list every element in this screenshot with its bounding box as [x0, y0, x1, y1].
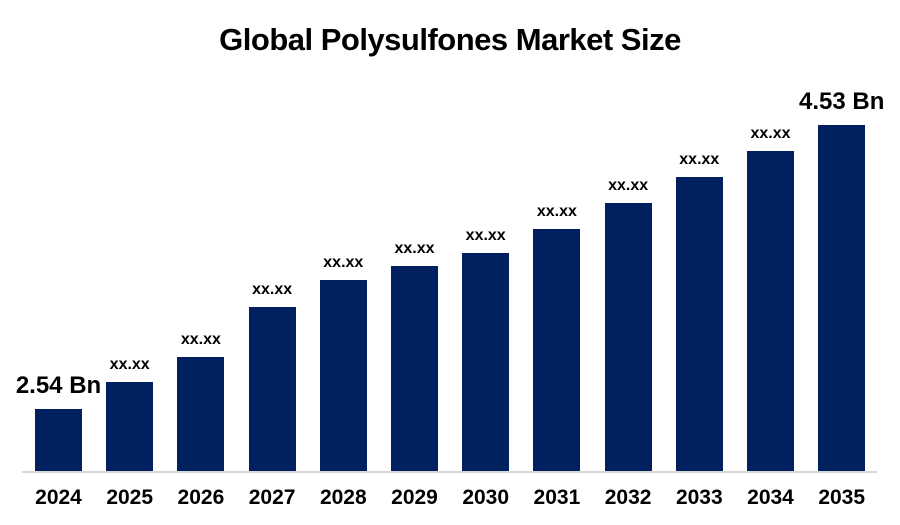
bar-2031 — [533, 229, 581, 471]
bar-value-label-2030: xx.xx — [465, 227, 506, 244]
bar-value-label-2031: xx.xx — [536, 203, 577, 220]
x-axis-label-2035: 2035 — [818, 486, 866, 509]
bar-value-label-2029: xx.xx — [394, 240, 435, 257]
bar-value-label-2035: 4.53 Bn — [799, 88, 885, 115]
bar-value-label-2033: xx.xx — [679, 151, 720, 168]
bar-value-label-2034: xx.xx — [750, 125, 791, 142]
bar-value-label-2026: xx.xx — [180, 331, 221, 348]
x-axis-label-2027: 2027 — [248, 486, 296, 509]
bar-value-label-2027: xx.xx — [252, 281, 293, 298]
x-axis-label-2034: 2034 — [747, 486, 794, 509]
x-axis-label-2024: 2024 — [35, 486, 82, 509]
x-axis-label-2033: 2033 — [675, 486, 723, 509]
bar-value-label-2025: xx.xx — [109, 356, 150, 373]
x-axis-label-2025: 2025 — [106, 486, 154, 509]
bar-value-label-2024: 2.54 Bn — [15, 372, 102, 399]
x-axis-line — [22, 471, 877, 473]
bar-2027 — [248, 307, 296, 471]
x-axis-label-2030: 2030 — [462, 486, 510, 509]
bar-2030 — [462, 253, 510, 471]
bar-2033 — [675, 177, 723, 471]
bar-2028 — [319, 280, 367, 471]
bar-2024 — [35, 409, 82, 471]
bar-2034 — [747, 151, 794, 471]
bar-value-label-2028: xx.xx — [323, 254, 364, 271]
bar-2029 — [391, 266, 438, 471]
chart-title: Global Polysulfones Market Size — [219, 22, 681, 57]
x-axis-label-2028: 2028 — [319, 486, 367, 509]
x-axis-label-2031: 2031 — [533, 486, 581, 509]
x-axis-label-2032: 2032 — [604, 486, 652, 509]
x-axis-label-2029: 2029 — [391, 486, 438, 509]
bar-2025 — [106, 382, 154, 471]
bar-value-label-2032: xx.xx — [608, 177, 649, 194]
x-axis-label-2026: 2026 — [177, 486, 225, 509]
bar-2026 — [177, 357, 225, 471]
bar-2035 — [818, 125, 866, 471]
bar-2032 — [604, 203, 652, 471]
